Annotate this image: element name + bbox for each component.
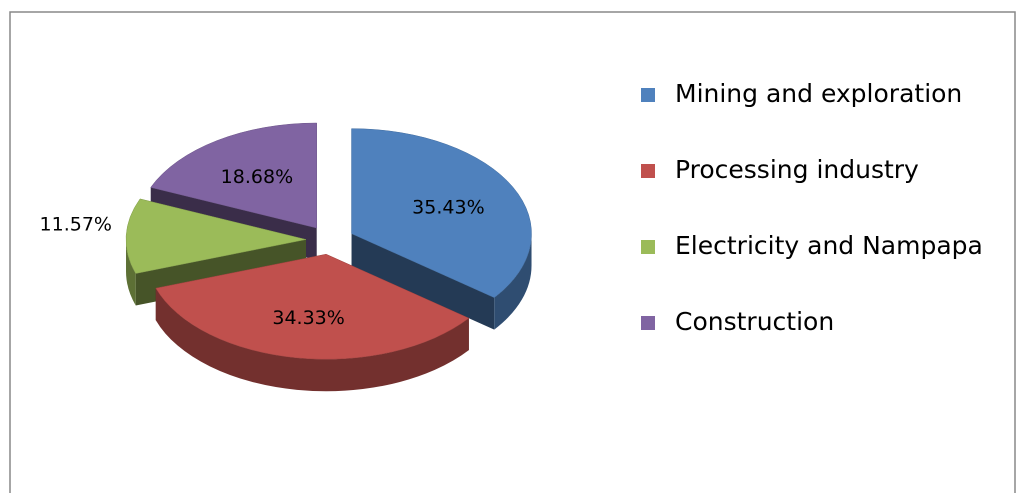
data-label: 35.43% [412, 196, 484, 218]
slice [125, 198, 307, 274]
legend-swatch [641, 164, 655, 178]
legend-swatch [641, 240, 655, 254]
legend-label: Electricity and Nampapa [675, 231, 983, 260]
legend-label: Processing industry [675, 155, 919, 184]
slice [155, 253, 470, 360]
data-label: 18.68% [221, 166, 293, 188]
slice [351, 128, 532, 298]
legend-label: Mining and exploration [675, 79, 962, 108]
slice [150, 122, 317, 229]
legend-swatch [641, 316, 655, 330]
slice-side [351, 233, 495, 330]
data-label: 34.33% [272, 307, 344, 329]
data-label: 11.57% [40, 213, 112, 235]
legend-label: Construction [675, 307, 834, 336]
slice-wall [126, 239, 136, 306]
slice-wall [155, 288, 469, 392]
slice-wall [494, 233, 532, 330]
legend-swatch [641, 88, 655, 102]
